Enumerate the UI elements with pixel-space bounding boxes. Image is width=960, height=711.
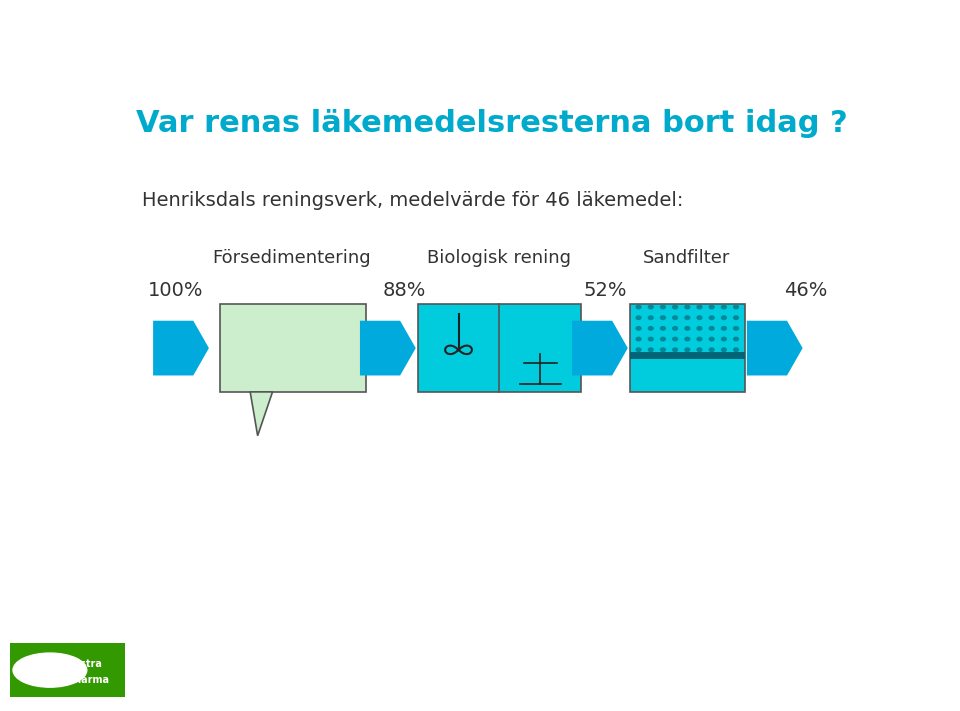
Circle shape <box>13 653 86 687</box>
Circle shape <box>697 326 702 330</box>
Circle shape <box>673 337 678 341</box>
Circle shape <box>673 326 678 330</box>
Circle shape <box>648 326 653 330</box>
Text: 52%: 52% <box>584 281 627 300</box>
Circle shape <box>709 348 714 351</box>
Circle shape <box>660 326 665 330</box>
Text: Pharma: Pharma <box>67 675 109 685</box>
Circle shape <box>673 305 678 309</box>
Circle shape <box>697 316 702 319</box>
Circle shape <box>709 337 714 341</box>
Circle shape <box>697 337 702 341</box>
Circle shape <box>660 316 665 319</box>
Text: 88%: 88% <box>383 281 426 300</box>
Circle shape <box>722 316 726 319</box>
Polygon shape <box>153 321 209 375</box>
Circle shape <box>684 316 689 319</box>
Circle shape <box>636 326 641 330</box>
Circle shape <box>733 326 738 330</box>
Circle shape <box>733 305 738 309</box>
Circle shape <box>733 348 738 351</box>
Circle shape <box>648 348 653 351</box>
Circle shape <box>684 348 689 351</box>
Polygon shape <box>572 321 628 375</box>
Text: Mistra: Mistra <box>67 658 102 669</box>
Circle shape <box>697 348 702 351</box>
Text: Sandfilter: Sandfilter <box>643 249 731 267</box>
Circle shape <box>709 305 714 309</box>
Circle shape <box>673 316 678 319</box>
FancyBboxPatch shape <box>10 643 125 697</box>
FancyBboxPatch shape <box>630 353 745 360</box>
Text: Försedimentering: Försedimentering <box>212 249 371 267</box>
FancyBboxPatch shape <box>418 304 581 392</box>
Polygon shape <box>251 392 273 436</box>
Circle shape <box>636 337 641 341</box>
Circle shape <box>684 305 689 309</box>
Circle shape <box>673 348 678 351</box>
Circle shape <box>722 326 726 330</box>
Polygon shape <box>360 321 416 375</box>
Circle shape <box>660 305 665 309</box>
Circle shape <box>722 305 726 309</box>
Circle shape <box>648 337 653 341</box>
Circle shape <box>636 348 641 351</box>
Circle shape <box>684 337 689 341</box>
Circle shape <box>697 305 702 309</box>
Circle shape <box>709 326 714 330</box>
Text: 100%: 100% <box>148 281 204 300</box>
Text: Henriksdals reningsverk, medelvärde för 46 läkemedel:: Henriksdals reningsverk, medelvärde för … <box>142 191 684 210</box>
Circle shape <box>660 348 665 351</box>
Circle shape <box>648 305 653 309</box>
FancyBboxPatch shape <box>221 304 366 392</box>
Circle shape <box>733 337 738 341</box>
Text: 46%: 46% <box>783 281 827 300</box>
Circle shape <box>636 305 641 309</box>
Circle shape <box>684 326 689 330</box>
Circle shape <box>722 348 726 351</box>
Circle shape <box>636 316 641 319</box>
Text: Var renas läkemedelsresterna bort idag ?: Var renas läkemedelsresterna bort idag ? <box>136 109 848 138</box>
FancyBboxPatch shape <box>630 304 745 392</box>
Circle shape <box>709 316 714 319</box>
Text: Biologisk rening: Biologisk rening <box>427 249 571 267</box>
Circle shape <box>648 316 653 319</box>
Circle shape <box>722 337 726 341</box>
Circle shape <box>733 316 738 319</box>
Polygon shape <box>747 321 803 375</box>
Circle shape <box>660 337 665 341</box>
